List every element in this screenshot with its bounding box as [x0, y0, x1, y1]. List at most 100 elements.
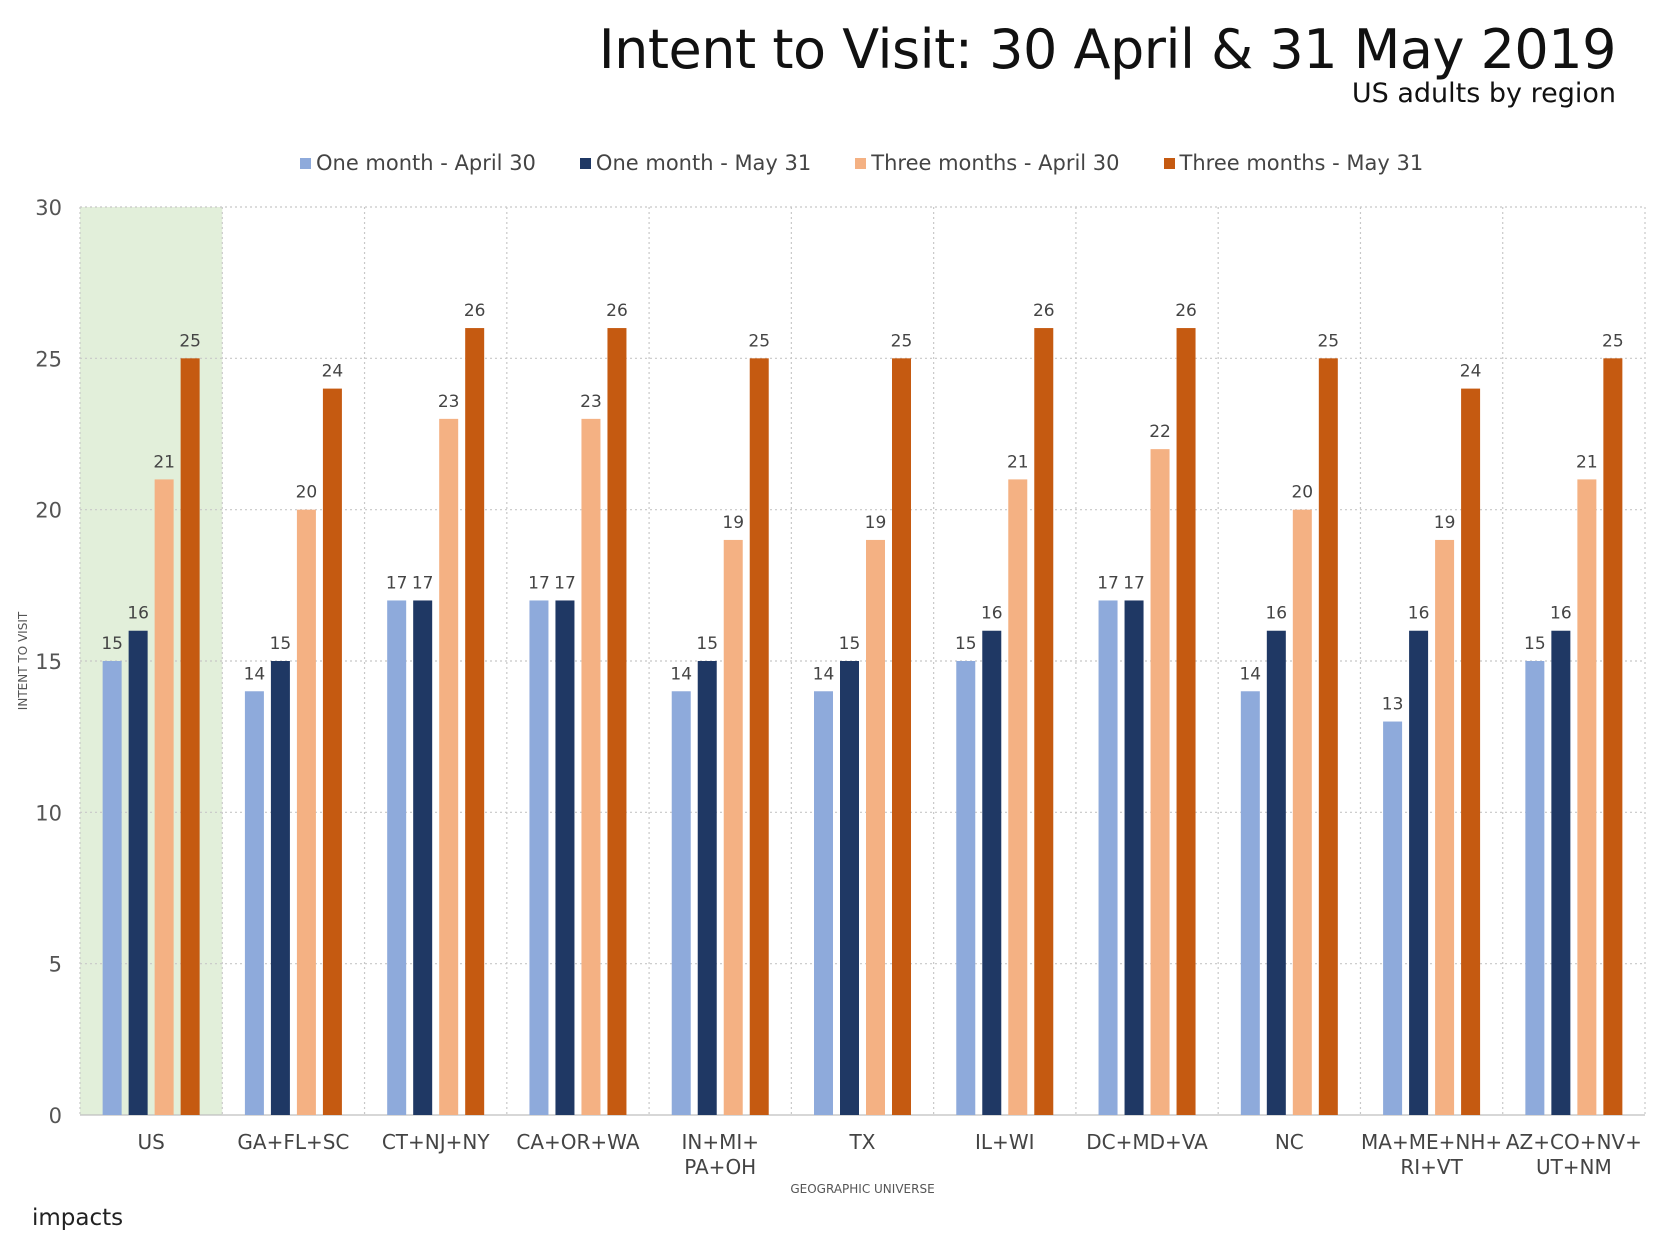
bar — [1577, 479, 1597, 1115]
legend-label: Three months - May 31 — [1179, 151, 1424, 175]
chart-subtitle: US adults by region — [1351, 78, 1616, 109]
x-tick-label-line: DC+MD+VA — [1086, 1130, 1208, 1154]
data-label: 14 — [813, 664, 835, 684]
data-label: 26 — [464, 301, 486, 321]
y-tick-label: 5 — [49, 953, 62, 977]
y-tick-label: 30 — [35, 196, 62, 220]
legend-swatch — [855, 157, 867, 169]
bar — [413, 600, 433, 1115]
data-label: 21 — [1576, 452, 1598, 472]
x-tick-label-line: MA+ME+NH+ — [1361, 1130, 1502, 1154]
bar — [866, 539, 885, 1115]
bar — [1292, 509, 1312, 1116]
bar — [1409, 630, 1429, 1115]
bar — [671, 691, 691, 1115]
bar — [102, 661, 122, 1115]
legend-label: One month - May 31 — [595, 151, 812, 175]
y-tick-label: 10 — [35, 801, 62, 825]
x-tick-label-line: CA+OR+WA — [516, 1130, 639, 1154]
x-tick-label: IN+MI+ PA+OH — [681, 1130, 759, 1179]
bar — [322, 388, 342, 1116]
bar-chart: 05101520253015162125US14152024GA+FL+SC17… — [16, 196, 1646, 1196]
data-label: 16 — [1408, 604, 1430, 624]
x-tick-label-line: CT+NJ+NY — [382, 1130, 491, 1154]
legend-label: Three months - April 30 — [871, 151, 1120, 175]
data-label: 15 — [839, 634, 861, 654]
bar — [840, 661, 859, 1115]
x-tick-label-line: US — [137, 1130, 164, 1154]
bar — [1150, 449, 1170, 1116]
data-label: 17 — [412, 573, 434, 593]
data-label: 17 — [1123, 573, 1145, 593]
bar — [1124, 600, 1144, 1115]
data-label: 21 — [153, 452, 175, 472]
x-tick-label-line: IL+WI — [975, 1130, 1034, 1154]
x-tick-label: IL+WI — [975, 1130, 1034, 1154]
bar — [1435, 539, 1455, 1115]
data-label: 23 — [580, 392, 602, 412]
bar — [1551, 630, 1571, 1115]
x-tick-label-line: IN+MI+ — [681, 1130, 759, 1154]
legend-item-three-months-may: Three months - May 31 — [1163, 151, 1424, 175]
bar — [180, 358, 200, 1115]
chart-legend: One month - April 30 One month - May 31 … — [300, 148, 1467, 178]
x-tick-label-line: PA+OH — [684, 1155, 756, 1179]
bar — [1461, 388, 1481, 1116]
x-tick-label: AZ+CO+NV+ UT+NM — [1506, 1130, 1642, 1179]
x-tick-label: CT+NJ+NY — [382, 1130, 491, 1154]
bar — [1034, 328, 1054, 1115]
data-label: 17 — [386, 573, 408, 593]
data-label: 16 — [127, 604, 149, 624]
bar — [982, 630, 1002, 1115]
legend-item-one-month-may: One month - May 31 — [579, 151, 812, 175]
data-label: 17 — [554, 573, 576, 593]
x-axis-title: GEOGRAPHIC UNIVERSE — [790, 1182, 934, 1196]
data-label: 25 — [748, 331, 770, 351]
data-label: 25 — [891, 331, 913, 351]
x-tick-label: MA+ME+NH+ RI+VT — [1361, 1130, 1502, 1179]
legend-label: One month - April 30 — [316, 151, 536, 175]
y-axis-title: INTENT TO VISIT — [16, 611, 30, 710]
bar — [1603, 358, 1623, 1115]
bar — [244, 691, 264, 1115]
bar — [1176, 328, 1196, 1115]
data-label: 16 — [981, 604, 1003, 624]
chart-title: Intent to Visit: 30 April & 31 May 2019 — [598, 18, 1617, 81]
bar — [956, 661, 976, 1115]
legend-swatch — [300, 157, 311, 169]
bar — [697, 661, 717, 1115]
bar — [581, 418, 601, 1115]
y-tick-label: 15 — [35, 650, 62, 674]
data-label: 17 — [528, 573, 550, 593]
x-tick-label: TX — [849, 1130, 876, 1154]
impacts-logo: impacts — [32, 1205, 124, 1231]
x-tick-label: DC+MD+VA — [1086, 1130, 1208, 1154]
x-tick-label: GA+FL+SC — [237, 1130, 349, 1154]
data-label: 14 — [244, 664, 266, 684]
data-label: 19 — [865, 513, 887, 533]
bar — [1240, 691, 1260, 1115]
data-label: 22 — [1149, 422, 1171, 442]
x-tick-label-line: RI+VT — [1400, 1155, 1463, 1179]
data-label: 25 — [179, 331, 201, 351]
legend-swatch — [579, 157, 591, 169]
bar — [555, 600, 575, 1115]
bar — [1266, 630, 1286, 1115]
bar — [749, 358, 769, 1115]
bar — [1525, 661, 1545, 1115]
y-tick-label: 20 — [35, 499, 62, 523]
x-tick-label: CA+OR+WA — [516, 1130, 639, 1154]
data-label: 24 — [322, 362, 344, 382]
bar — [387, 600, 407, 1115]
legend-item-three-months-april: Three months - April 30 — [855, 151, 1120, 175]
bar — [296, 509, 316, 1116]
data-label: 19 — [722, 513, 744, 533]
y-tick-label: 0 — [49, 1104, 62, 1128]
bar — [607, 328, 627, 1115]
data-label: 17 — [1097, 573, 1119, 593]
data-label: 15 — [696, 634, 718, 654]
x-tick-label-line: GA+FL+SC — [237, 1130, 349, 1154]
bar — [465, 328, 485, 1115]
data-label: 14 — [670, 664, 692, 684]
data-label: 26 — [1033, 301, 1055, 321]
